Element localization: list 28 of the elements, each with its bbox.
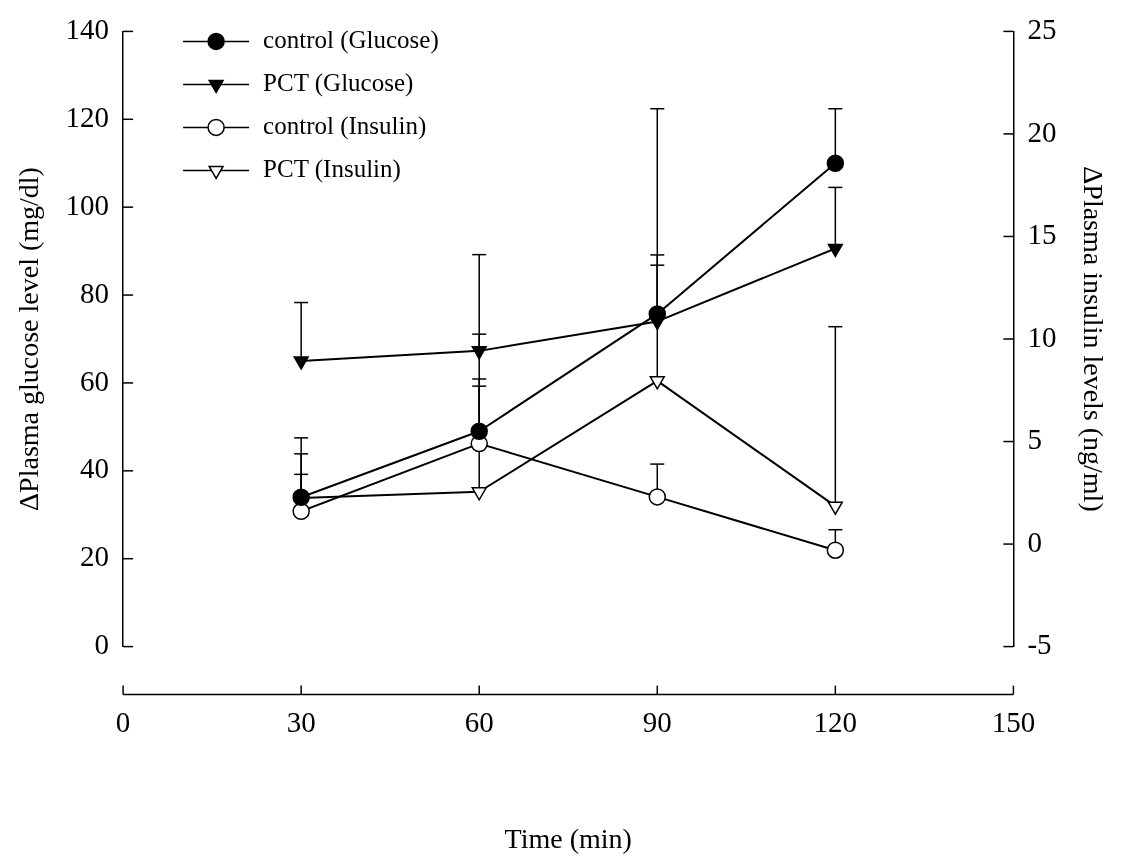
x-tick-label: 120 [813,705,858,738]
y-tick-label: 0 [94,628,110,661]
x-tick-label: 90 [642,705,672,738]
y2-tick-label: 5 [1027,423,1042,456]
y-tick-label: 40 [80,452,110,485]
y2-axis-title: ΔPlasma insulin levels (ng/ml) [1077,166,1109,512]
legend-label: PCT (Insulin) [263,154,401,183]
x-tick-label: 30 [286,705,316,738]
y2-tick-label: 25 [1027,13,1057,46]
legend-label: PCT (Glucose) [263,68,414,97]
legend-label: control (Insulin) [263,111,427,140]
y-axis-title: ΔPlasma glucose level (mg/dl) [13,167,45,511]
y-tick-label: 120 [65,100,110,133]
y2-tick-label: 0 [1027,525,1042,558]
y-tick-label: 80 [80,276,110,309]
y2-tick-label: 15 [1027,218,1057,251]
y-tick-label: 140 [65,13,110,46]
y2-tick-label: 20 [1027,115,1057,148]
y-tick-label: 100 [65,188,110,221]
x-axis-title: Time (min) [504,822,632,854]
legend-label: control (Glucose) [263,25,439,54]
x-tick-label: 150 [991,705,1036,738]
y-tick-label: 20 [80,540,110,573]
x-tick-label: 0 [115,705,131,738]
x-tick-label: 60 [464,705,494,738]
y2-tick-label: -5 [1027,628,1052,661]
y-tick-label: 60 [80,364,110,397]
y2-tick-label: 10 [1027,320,1057,353]
